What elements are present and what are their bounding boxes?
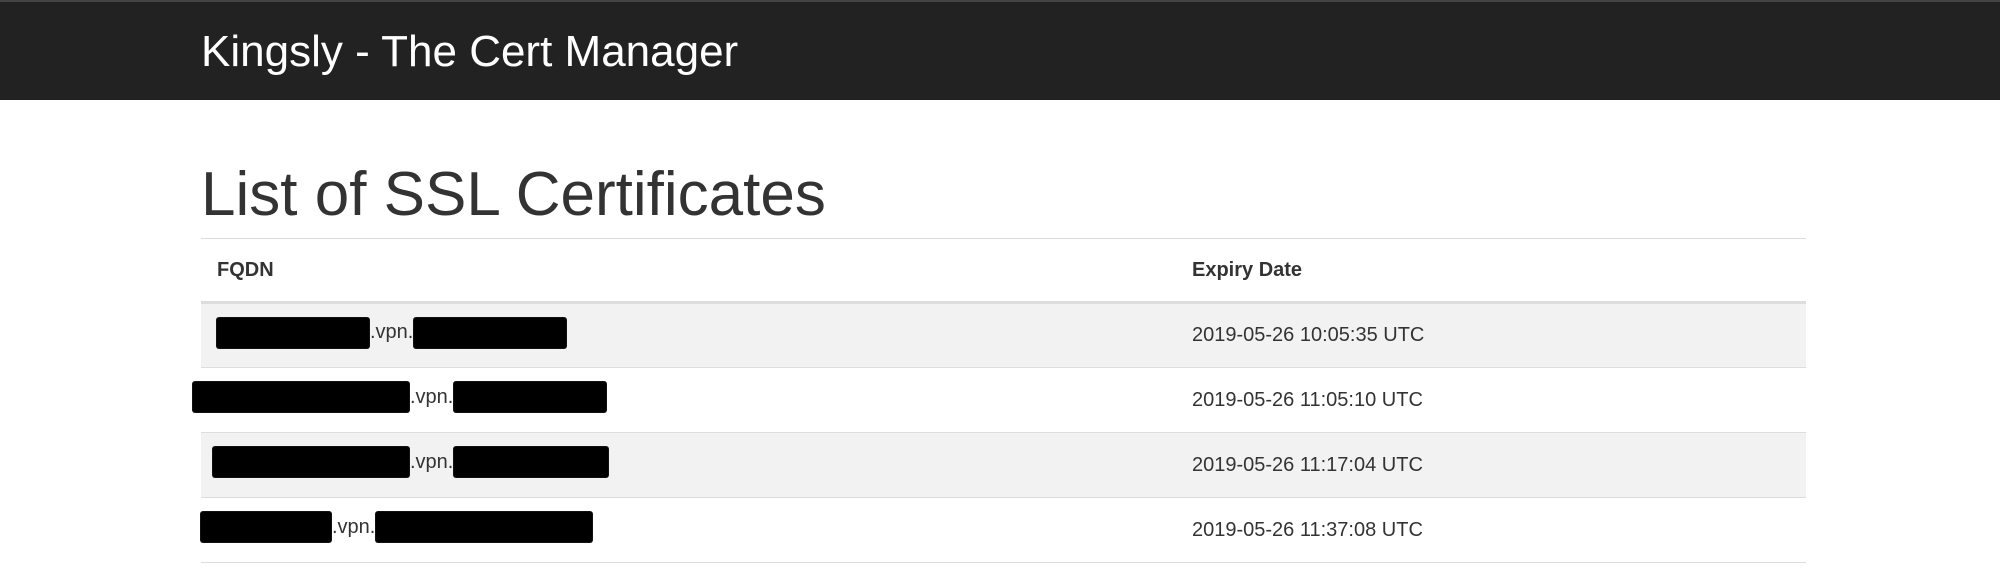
- fqdn-vpn-segment: .vpn.: [332, 515, 376, 538]
- table-row: .vpn. 2019-05-26 10:05:35 UTC: [201, 302, 1806, 368]
- redaction-block: [454, 382, 607, 412]
- expiry-date: 2019-05-26 11:17:04 UTC: [1192, 453, 1423, 476]
- expiry-date: 2019-05-26 10:05:35 UTC: [1192, 324, 1425, 346]
- table-row: .vpn. 2019-05-26 11:17:04 UTC: [201, 432, 1806, 498]
- redaction-block: [213, 447, 409, 477]
- redaction-block: [201, 512, 331, 542]
- expiry-cell: 2019-05-26 11:37:08 UTC: [1176, 497, 1806, 563]
- certificates-table: FQDN Expiry Date .vpn. 2019-05-26 10:05:…: [193, 238, 1806, 563]
- fqdn-vpn-segment: .vpn.: [410, 385, 454, 408]
- redaction-block: [376, 512, 593, 542]
- redaction-block: [193, 382, 409, 412]
- navbar: Kingsly - The Cert Manager: [0, 0, 2000, 100]
- column-header-fqdn: FQDN: [201, 238, 1176, 304]
- fqdn-vpn-segment: .vpn.: [410, 450, 454, 473]
- expiry-date: 2019-05-26 11:37:08 UTC: [1192, 518, 1423, 541]
- fqdn-cell: .vpn.: [201, 302, 1176, 368]
- fqdn-value: .vpn.: [201, 512, 593, 542]
- redaction-block: [414, 317, 567, 348]
- fqdn-cell: .vpn.: [193, 367, 1176, 433]
- fqdn-cell: .vpn.: [201, 497, 1176, 563]
- table-row: .vpn. 2019-05-26 11:05:10 UTC: [193, 367, 1806, 433]
- redaction-block: [217, 317, 369, 348]
- expiry-date: 2019-05-26 11:05:10 UTC: [1192, 388, 1423, 411]
- page-title: List of SSL Certificates: [201, 160, 826, 229]
- brand-title[interactable]: Kingsly - The Cert Manager: [201, 27, 739, 76]
- table-header-row: FQDN Expiry Date: [201, 238, 1806, 304]
- fqdn-value: .vpn.: [213, 447, 609, 477]
- fqdn-value: .vpn.: [217, 317, 567, 348]
- expiry-cell: 2019-05-26 11:05:10 UTC: [1176, 367, 1806, 433]
- fqdn-vpn-segment: .vpn.: [370, 321, 414, 343]
- expiry-cell: 2019-05-26 10:05:35 UTC: [1176, 302, 1806, 368]
- expiry-cell: 2019-05-26 11:17:04 UTC: [1176, 432, 1806, 498]
- fqdn-value: .vpn.: [193, 382, 607, 412]
- fqdn-cell: .vpn.: [201, 432, 1176, 498]
- column-header-expiry-date: Expiry Date: [1176, 238, 1806, 304]
- redaction-block: [454, 447, 609, 477]
- table-row: .vpn. 2019-05-26 11:37:08 UTC: [201, 497, 1806, 563]
